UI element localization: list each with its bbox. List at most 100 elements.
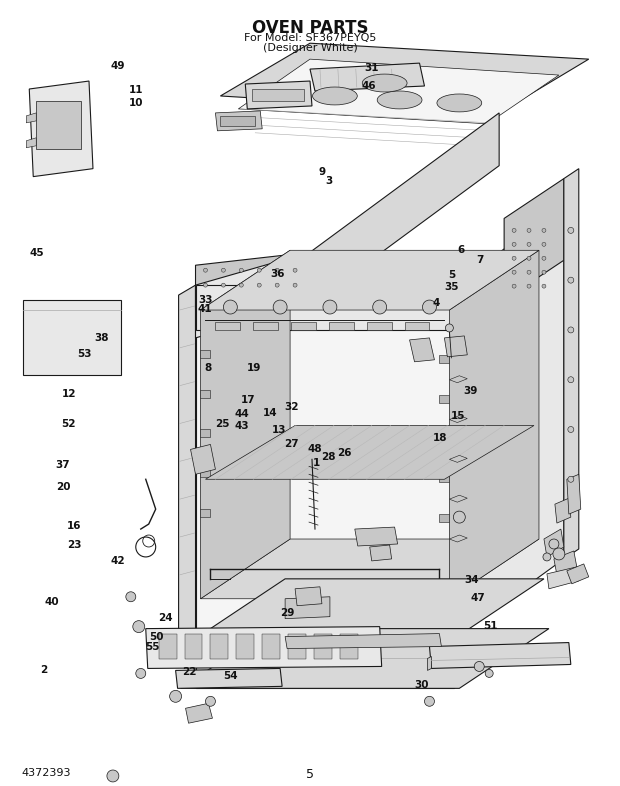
Text: 13: 13 (272, 425, 286, 435)
Polygon shape (427, 656, 432, 670)
Circle shape (293, 268, 297, 272)
Text: 27: 27 (284, 439, 299, 449)
Text: 8: 8 (205, 362, 212, 373)
Circle shape (221, 283, 226, 287)
Bar (159, 634, 177, 659)
Text: 28: 28 (321, 452, 336, 462)
Polygon shape (355, 527, 397, 546)
Polygon shape (450, 416, 467, 423)
Polygon shape (195, 285, 454, 330)
Circle shape (527, 256, 531, 260)
Polygon shape (454, 205, 564, 638)
Polygon shape (179, 285, 195, 648)
Circle shape (275, 283, 279, 287)
Text: 40: 40 (45, 597, 60, 608)
Polygon shape (440, 354, 450, 363)
Text: 24: 24 (157, 613, 172, 623)
Circle shape (542, 270, 546, 274)
Text: 51: 51 (483, 621, 497, 631)
Polygon shape (554, 551, 577, 575)
Bar (306, 647, 322, 678)
Text: 33: 33 (198, 296, 212, 305)
Bar (291, 322, 316, 330)
Circle shape (474, 662, 484, 671)
Circle shape (257, 283, 261, 287)
Polygon shape (450, 495, 467, 502)
Polygon shape (200, 250, 290, 599)
Circle shape (323, 300, 337, 314)
Text: 1: 1 (312, 458, 320, 468)
Polygon shape (450, 376, 467, 383)
Polygon shape (26, 113, 36, 123)
Circle shape (485, 670, 493, 678)
Bar (220, 116, 255, 126)
Polygon shape (450, 535, 467, 542)
Circle shape (170, 690, 182, 703)
Text: 20: 20 (56, 482, 70, 491)
Polygon shape (190, 444, 215, 474)
Circle shape (239, 283, 243, 287)
Circle shape (527, 242, 531, 246)
Circle shape (542, 285, 546, 288)
Polygon shape (567, 564, 589, 584)
Circle shape (549, 539, 559, 549)
Polygon shape (195, 252, 310, 308)
Text: For Model: SF367PEYQ5: For Model: SF367PEYQ5 (244, 33, 376, 43)
Polygon shape (195, 638, 454, 689)
Text: 38: 38 (94, 333, 108, 343)
Ellipse shape (377, 91, 422, 109)
Polygon shape (544, 529, 564, 557)
Polygon shape (555, 498, 571, 523)
Circle shape (542, 229, 546, 233)
Polygon shape (310, 63, 425, 91)
Bar (236, 634, 254, 659)
Polygon shape (205, 425, 534, 479)
Circle shape (512, 242, 516, 246)
Text: 11: 11 (129, 85, 143, 95)
Polygon shape (504, 178, 564, 300)
Text: 30: 30 (414, 680, 428, 689)
Circle shape (273, 300, 287, 314)
Bar (425, 647, 441, 678)
Bar (340, 634, 358, 659)
Polygon shape (310, 113, 499, 305)
Polygon shape (410, 338, 435, 362)
Polygon shape (440, 395, 450, 402)
Circle shape (133, 621, 144, 633)
Polygon shape (200, 350, 210, 358)
Polygon shape (370, 545, 392, 561)
Circle shape (136, 668, 146, 678)
Text: 3: 3 (325, 176, 332, 186)
Text: 12: 12 (62, 389, 76, 399)
Bar (234, 647, 250, 678)
Text: 16: 16 (67, 520, 81, 531)
Text: 29: 29 (280, 608, 294, 619)
Polygon shape (200, 250, 539, 310)
Polygon shape (285, 634, 441, 648)
Polygon shape (440, 474, 450, 483)
Text: 19: 19 (247, 362, 262, 373)
Circle shape (542, 242, 546, 246)
Polygon shape (440, 514, 450, 522)
Text: 14: 14 (262, 408, 277, 418)
Circle shape (553, 548, 565, 560)
Bar (405, 322, 430, 330)
Text: 17: 17 (241, 395, 255, 406)
Bar (314, 634, 332, 659)
Bar (262, 634, 280, 659)
Text: 7: 7 (476, 255, 484, 265)
Text: 41: 41 (198, 304, 213, 314)
Circle shape (453, 511, 465, 523)
Text: 53: 53 (78, 348, 92, 358)
Text: 26: 26 (337, 448, 351, 458)
Text: 47: 47 (471, 593, 485, 603)
Circle shape (223, 300, 237, 314)
Bar (378, 647, 394, 678)
Circle shape (425, 696, 435, 707)
Circle shape (373, 300, 387, 314)
Circle shape (107, 770, 119, 782)
Bar (253, 322, 278, 330)
Text: 10: 10 (129, 98, 143, 108)
Polygon shape (200, 509, 210, 517)
Polygon shape (200, 469, 210, 477)
